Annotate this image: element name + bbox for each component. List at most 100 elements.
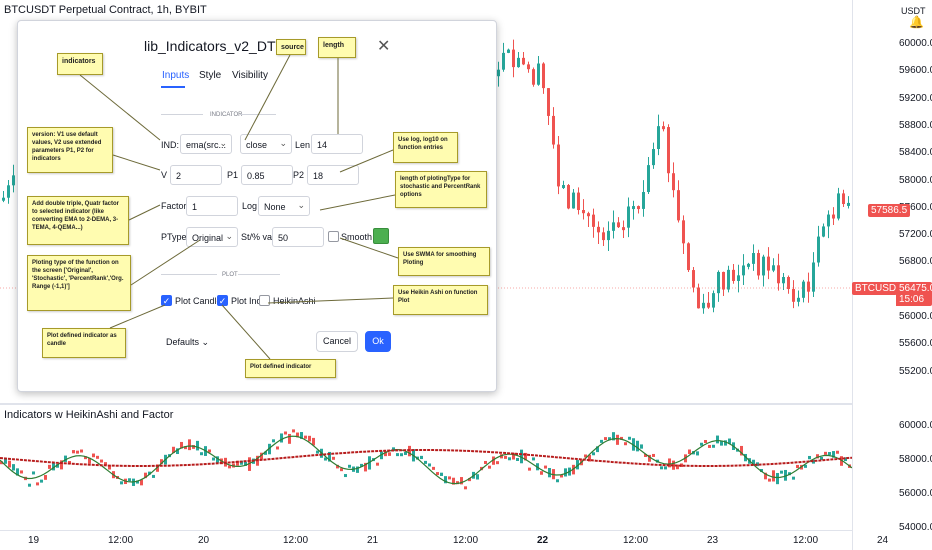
indicator-candle	[836, 450, 839, 454]
indicator-axis-label: 58000.0	[899, 454, 932, 465]
indicator-candle	[460, 477, 463, 485]
candle	[837, 193, 840, 219]
indicator-candle	[640, 444, 643, 449]
candle	[552, 115, 555, 145]
ind-select-value: ema(src...	[186, 140, 227, 150]
ok-button[interactable]: Ok	[365, 331, 391, 352]
candle	[687, 243, 690, 271]
heikinashi-label: HeikinAshi	[273, 296, 316, 306]
indicator-candle	[348, 464, 351, 468]
indicator-candle	[668, 458, 671, 468]
indicator-candle	[452, 477, 455, 485]
indicator-candle	[80, 449, 83, 453]
indicator-candle	[240, 460, 243, 465]
indicator-candle	[540, 471, 543, 475]
len-label: Len	[295, 140, 311, 150]
candle	[12, 175, 15, 186]
candle	[722, 271, 725, 290]
indicator-candle	[628, 436, 631, 440]
candle	[522, 57, 525, 65]
indicator-title: Indicators w HeikinAshi and Factor	[4, 409, 174, 421]
candle	[832, 214, 835, 219]
heikinashi-checkbox[interactable]	[259, 295, 270, 306]
p1-input[interactable]: 0.85	[241, 165, 293, 185]
indicator-candle	[504, 455, 507, 459]
len-input[interactable]: 14	[311, 134, 363, 154]
indicator-candle	[608, 437, 611, 441]
color-swatch[interactable]	[373, 228, 389, 244]
indicator-candle	[652, 453, 655, 457]
indicator-signal-line	[0, 449, 852, 467]
candle	[622, 227, 625, 231]
currency-label: USDT	[901, 6, 926, 16]
indicator-candle	[844, 457, 847, 462]
indicator-candle	[260, 452, 263, 460]
pane-divider[interactable]	[0, 403, 852, 405]
indicator-candle	[696, 451, 699, 456]
candle	[847, 202, 850, 206]
plot-candle-checkbox[interactable]: ✓	[161, 295, 172, 306]
time-axis-label: 22	[537, 535, 549, 546]
note-ploting-type-length: length of plotingType for stochastic and…	[395, 171, 487, 208]
candle	[682, 220, 685, 244]
indicator-candle	[708, 444, 711, 448]
indicator-candle	[728, 438, 731, 444]
chevron-down-icon: ⌄	[219, 138, 227, 148]
candle	[597, 226, 600, 233]
indicator-candle	[340, 468, 343, 472]
indicator-candle	[404, 451, 407, 455]
countdown: 15:06	[899, 294, 925, 305]
candle	[732, 269, 735, 281]
tab-style[interactable]: Style	[199, 70, 222, 81]
indicator-candle	[104, 462, 107, 466]
candle	[537, 63, 540, 85]
candle	[507, 49, 510, 53]
alert-bell-icon[interactable]: 🔔	[909, 15, 924, 29]
price-axis-label: 55600.0	[899, 338, 932, 350]
plot-ind-checkbox[interactable]: ✓	[217, 295, 228, 306]
indicator-candle	[456, 481, 459, 485]
indicator-candle	[572, 464, 575, 475]
cancel-button[interactable]: Cancel	[316, 331, 358, 352]
indicator-candle	[612, 432, 615, 441]
smooth-checkbox[interactable]	[328, 231, 339, 242]
candle	[632, 206, 635, 210]
price-axis-label: 56000.0	[899, 311, 932, 322]
time-axis-label: 12:00	[108, 535, 134, 546]
indicator-candle	[336, 464, 339, 469]
p2-input[interactable]: 18	[307, 165, 359, 185]
defaults-dropdown[interactable]: Defaults ⌄	[166, 337, 209, 348]
stval-input[interactable]: 50	[272, 227, 324, 247]
candle	[617, 222, 620, 228]
indicator-candle	[392, 447, 395, 452]
indicator-candle	[52, 462, 55, 471]
price-axis[interactable]: USDT 🔔 60000.0 59600.0 59200.0 58800.0 58400…	[852, 0, 932, 550]
tab-visibility[interactable]: Visibility	[232, 70, 268, 81]
v-input[interactable]: 2	[170, 165, 222, 185]
source-select[interactable]: close ⌄	[240, 134, 292, 154]
indicator-candle	[40, 479, 43, 483]
candle	[587, 213, 590, 217]
tab-inputs[interactable]: Inputs	[162, 70, 190, 81]
indicator-candle	[388, 452, 391, 456]
price-axis-label: 56800.0	[899, 256, 932, 268]
ind-select[interactable]: ema(src... ⌄	[180, 134, 232, 154]
ptype-select[interactable]: Original ⌄	[186, 227, 238, 247]
close-icon[interactable]: ✕	[377, 38, 391, 55]
indicator-candle	[44, 475, 47, 480]
section-plot: PLOT	[222, 272, 238, 278]
section-line	[240, 114, 276, 115]
indicator-candle	[432, 466, 435, 470]
candle	[612, 222, 615, 231]
candle	[767, 256, 770, 271]
log-select[interactable]: None ⌄	[258, 196, 310, 216]
indicator-candle	[196, 440, 199, 451]
indicator-candle	[60, 460, 63, 470]
candle	[577, 192, 580, 211]
indicator-candle	[544, 465, 547, 469]
indicator-candle	[772, 470, 775, 482]
time-axis[interactable]: 19 12:00 20 12:00 21 12:00 22 12:00 23 12:00 24	[0, 530, 888, 550]
chevron-down-icon: ⌄	[201, 337, 210, 347]
factor-input[interactable]: 1	[186, 196, 238, 216]
indicator-candle	[176, 448, 179, 455]
